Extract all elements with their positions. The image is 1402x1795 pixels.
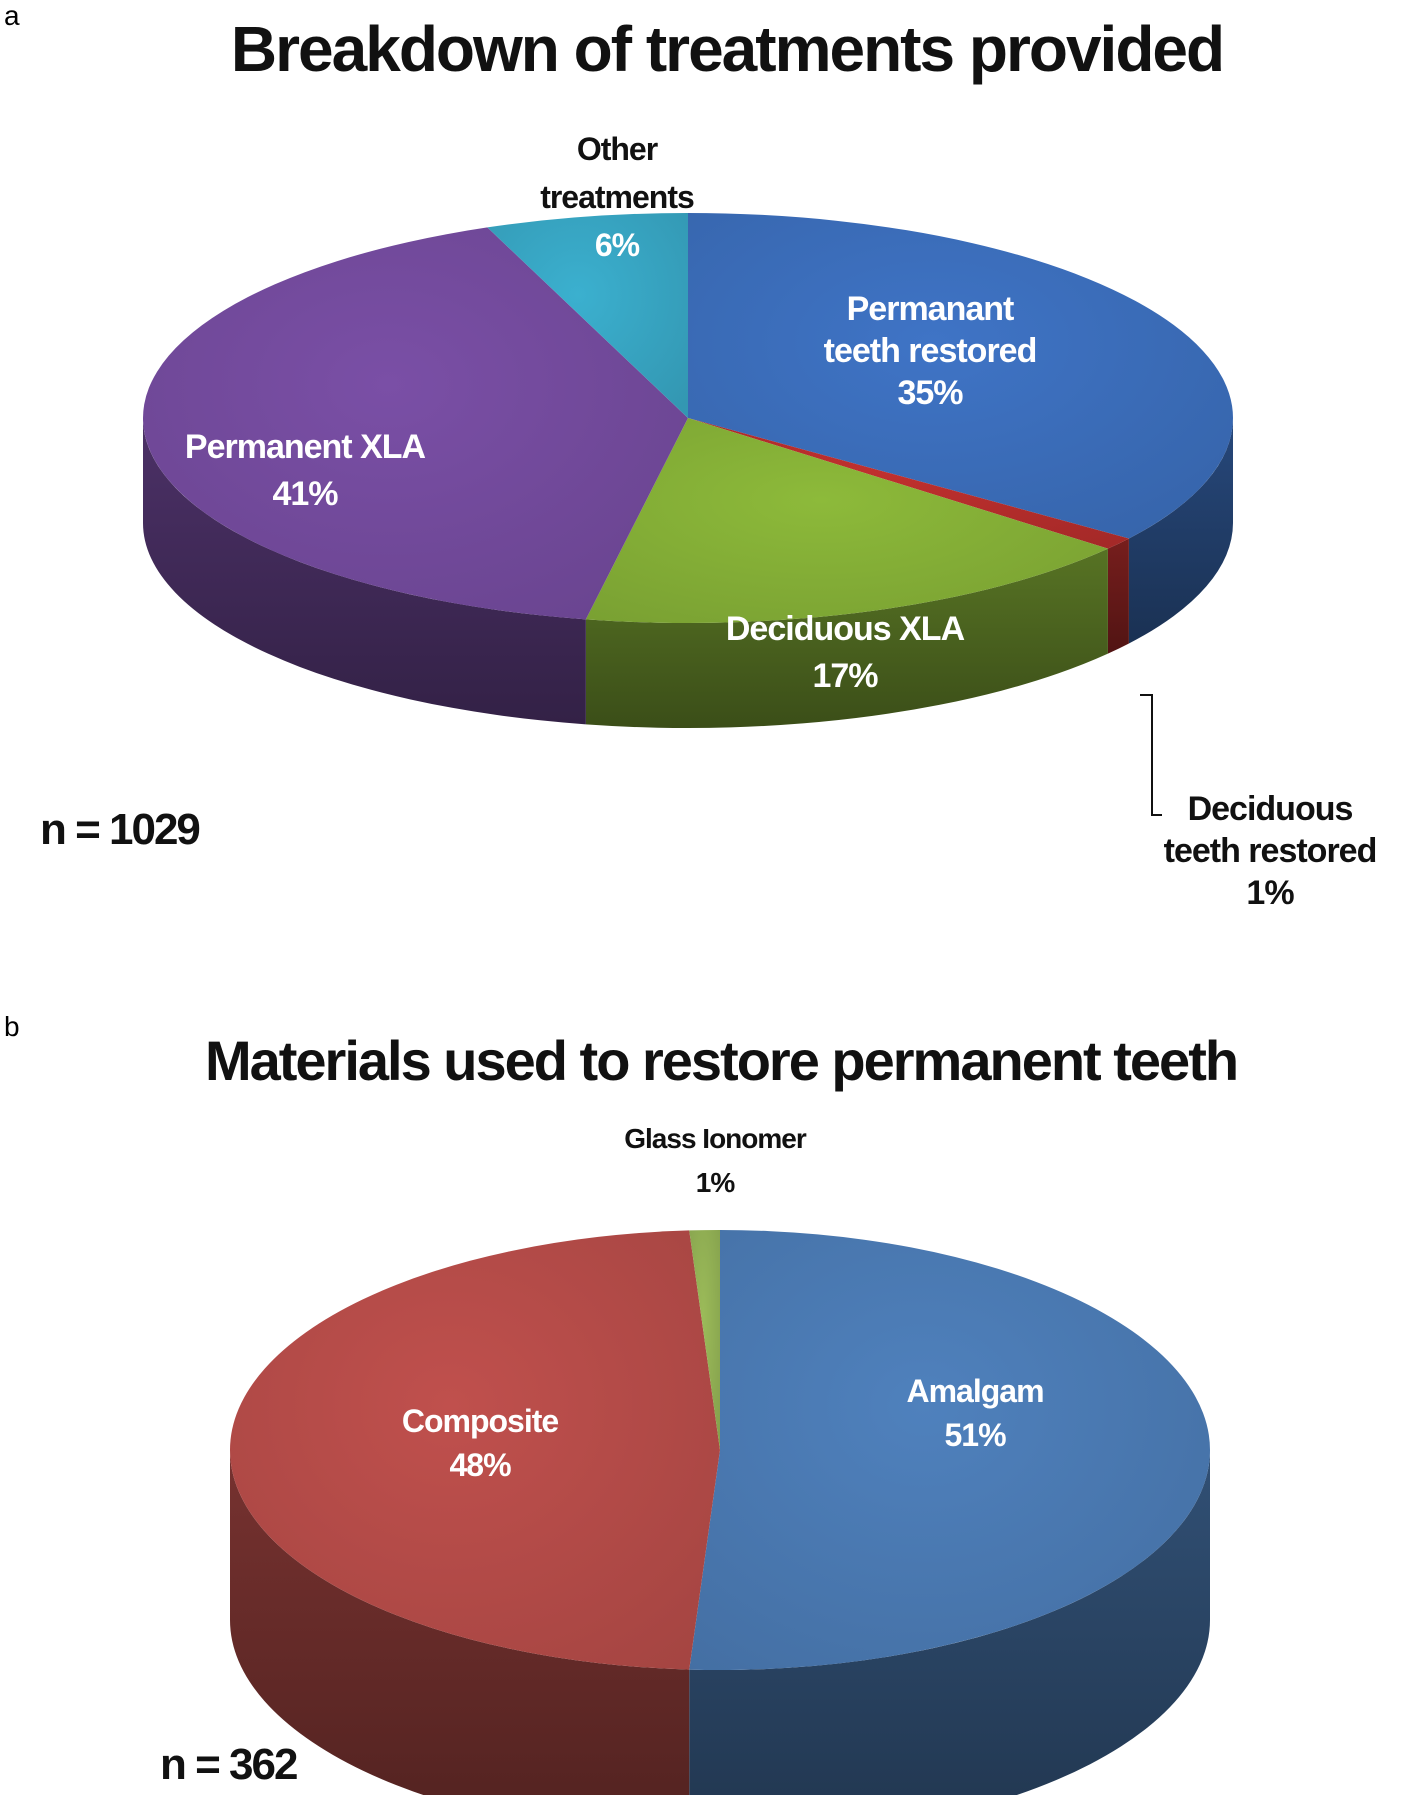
pie-side-deciduous-xla: [585, 548, 1108, 729]
slice-name-label: Permanant: [847, 290, 1014, 328]
slice-name-label: Amalgam: [906, 1373, 1043, 1409]
slice-value-label: 1%: [1246, 874, 1294, 912]
slice-name-label: Deciduous XLA: [726, 610, 965, 648]
pie-slice-glass-ionomer: [689, 1230, 720, 1450]
slice-label-deciduous-xla: Deciduous XLA 17%: [726, 610, 965, 695]
sample-size-label: n = 362: [160, 1740, 298, 1789]
pie-slice-composite: [229, 1230, 721, 1670]
chart-panel-b: b Materials used to restore permanent te…: [0, 1010, 1402, 1795]
pie-slice-deciduous-xla: [585, 418, 1108, 623]
slice-value-label: 48%: [449, 1447, 511, 1483]
pie-side-composite: [230, 1450, 690, 1795]
pie-chart-a: Permanant teeth restored 35% Deciduous teeth…: [142, 131, 1377, 912]
panel-letter: a: [4, 0, 20, 31]
slice-name-label: Other: [577, 131, 658, 167]
pie-chart-b: Amalgam 51% Composite 48% Glass Ionomer 1%: [229, 1123, 1211, 1795]
chart-panel-a: a Breakdown of treatments provided Perma…: [4, 0, 1377, 912]
slice-label-composite: Composite 48%: [402, 1403, 559, 1483]
pie-slice-permanant-teeth-restored: [688, 213, 1233, 539]
pie-slice-deciduous-teeth-restored: [688, 418, 1129, 549]
sample-size-label: n = 1029: [40, 805, 201, 854]
slice-value-label: 41%: [272, 475, 338, 513]
slice-value-label: 6%: [595, 227, 640, 263]
slice-label-glass-ionomer: Glass Ionomer 1%: [624, 1123, 807, 1198]
slice-name-label: Permanent XLA: [185, 428, 426, 466]
leader-line: [1140, 694, 1162, 816]
pie-slice-other-treatments: [487, 213, 688, 418]
chart-title: Breakdown of treatments provided: [230, 13, 1225, 85]
slice-name-label: Composite: [402, 1403, 559, 1439]
pie-slice-amalgam: [689, 1230, 1211, 1670]
slice-label-amalgam: Amalgam 51%: [906, 1373, 1043, 1453]
slice-name-label: Deciduous: [1188, 790, 1353, 828]
slice-name-label: teeth restored: [1164, 832, 1377, 870]
pie-side-deciduous-teeth-restored: [1107, 538, 1129, 654]
pie-side-permanant-teeth-restored: [1128, 418, 1233, 644]
slice-value-label: 1%: [696, 1167, 736, 1198]
slice-value-label: 35%: [897, 374, 963, 412]
slice-value-label: 51%: [944, 1417, 1006, 1453]
pie-side-amalgam: [689, 1450, 1210, 1795]
pie-slice-permanent-xla: [142, 227, 688, 620]
slice-label-deciduous-teeth-restored: Deciduous teeth restored 1%: [1164, 790, 1377, 912]
slice-label-other-treatments: Other treatments 6%: [540, 131, 694, 263]
slice-value-label: 17%: [812, 657, 878, 695]
slice-name-label: teeth restored: [824, 332, 1037, 370]
slice-name-label: Glass Ionomer: [624, 1123, 807, 1154]
panel-letter: b: [4, 1011, 20, 1042]
slice-label-permanant-teeth-restored: Permanant teeth restored 35%: [824, 290, 1037, 412]
chart-title: Materials used to restore permanent teet…: [204, 1029, 1239, 1092]
slice-label-permanent-xla: Permanent XLA 41%: [185, 428, 426, 513]
pie-side-permanent-xla: [143, 418, 586, 725]
slice-name-label: treatments: [540, 179, 694, 215]
